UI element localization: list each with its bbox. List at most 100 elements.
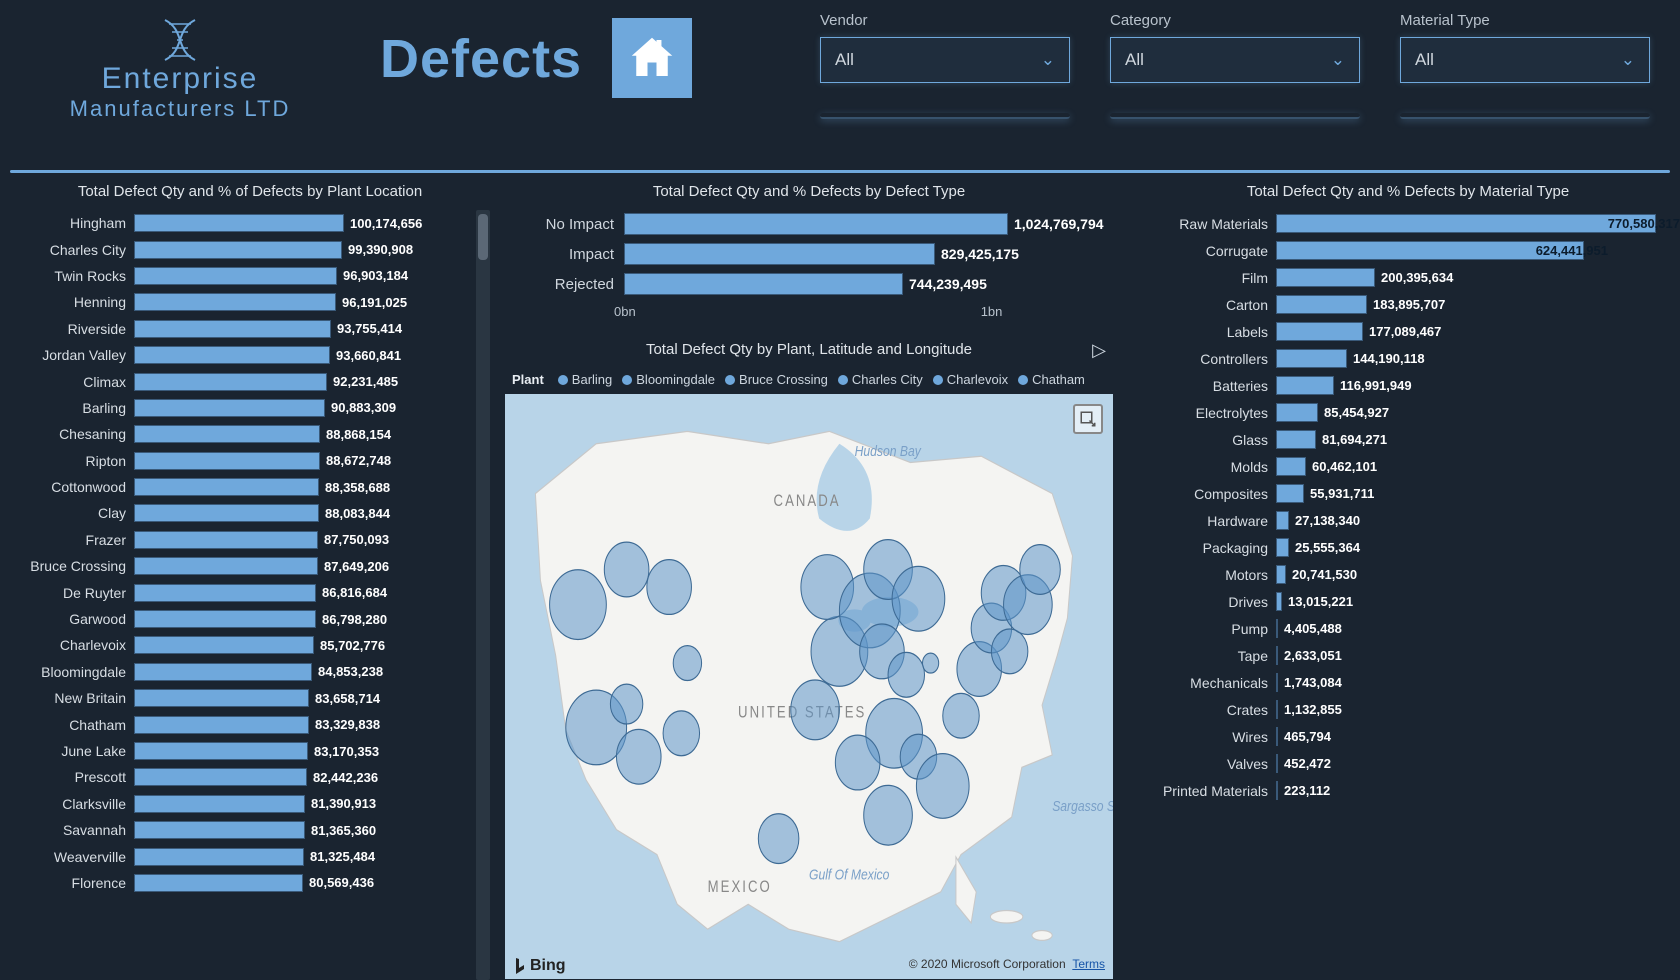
filter-select-category[interactable]: All⌄: [1110, 37, 1360, 83]
map-legend-item[interactable]: Charles City: [838, 372, 923, 387]
map-bubble[interactable]: [673, 646, 701, 681]
material-bar-row[interactable]: Carton183,895,707: [1128, 291, 1680, 318]
map-bubble[interactable]: [604, 542, 649, 597]
plant-bar-fill: [134, 241, 342, 259]
map-bubble[interactable]: [550, 570, 607, 640]
map-bubble[interactable]: [916, 754, 969, 819]
material-bar-row[interactable]: Composites55,931,711: [1128, 480, 1680, 507]
material-bar-row[interactable]: Pump4,405,488: [1128, 615, 1680, 642]
map-legend-item[interactable]: Charlevoix: [933, 372, 1008, 387]
map-legend-item[interactable]: Chatham: [1018, 372, 1085, 387]
map-bubble[interactable]: [1020, 545, 1061, 595]
defecttype-bar-row[interactable]: No Impact1,024,769,794: [524, 210, 1094, 238]
map-legend-item[interactable]: Bruce Crossing: [725, 372, 828, 387]
map-legend-item[interactable]: Bloomingdale: [622, 372, 715, 387]
plant-bar-row[interactable]: Climax92,231,485: [10, 368, 472, 394]
map-bubble[interactable]: [647, 560, 692, 615]
legend-next-icon[interactable]: ▷: [1092, 340, 1106, 361]
map-focus-button[interactable]: [1073, 404, 1103, 434]
material-bar-row[interactable]: Electrolytes85,454,927: [1128, 399, 1680, 426]
map-bubble[interactable]: [943, 693, 979, 738]
plant-bar-row[interactable]: Chesaning88,868,154: [10, 421, 472, 447]
material-bar-row[interactable]: Molds60,462,101: [1128, 453, 1680, 480]
plant-bar-row[interactable]: Riverside93,755,414: [10, 316, 472, 342]
plant-bar-row[interactable]: New Britain83,658,714: [10, 685, 472, 711]
plant-bar-row[interactable]: Bruce Crossing87,649,206: [10, 553, 472, 579]
plant-bar-row[interactable]: Garwood86,798,280: [10, 606, 472, 632]
map-visual[interactable]: CANADA UNITED STATES MEXICO Hudson Bay G…: [504, 393, 1114, 980]
plant-bar-row[interactable]: Chatham83,329,838: [10, 711, 472, 737]
map-bubble[interactable]: [991, 629, 1027, 674]
filter-select-vendor[interactable]: All⌄: [820, 37, 1070, 83]
plant-bar-value: 100,174,656: [350, 214, 422, 232]
defecttype-bar-value: 829,425,175: [941, 243, 1019, 265]
material-bar-row[interactable]: Valves452,472: [1128, 750, 1680, 777]
plant-bar-row[interactable]: Charles City99,390,908: [10, 236, 472, 262]
map-bubble[interactable]: [758, 814, 799, 864]
material-bar-row[interactable]: Packaging25,555,364: [1128, 534, 1680, 561]
material-bar-fill: [1276, 511, 1289, 530]
plant-bar-row[interactable]: June Lake83,170,353: [10, 738, 472, 764]
plant-bar-row[interactable]: Twin Rocks96,903,184: [10, 263, 472, 289]
defecttype-chart-bars[interactable]: No Impact1,024,769,794Impact829,425,175R…: [504, 210, 1114, 300]
material-bar-value: 85,454,927: [1324, 403, 1389, 422]
map-bubble[interactable]: [610, 684, 642, 724]
plant-bar-row[interactable]: Florence80,569,436: [10, 870, 472, 896]
material-chart-bars[interactable]: Raw Materials770,580,317Corrugate624,441…: [1128, 210, 1680, 804]
defecttype-bar-row[interactable]: Rejected744,239,495: [524, 270, 1094, 298]
filter-select-material type[interactable]: All⌄: [1400, 37, 1650, 83]
material-bar-row[interactable]: Controllers144,190,118: [1128, 345, 1680, 372]
plant-bar-row[interactable]: Bloomingdale84,853,238: [10, 659, 472, 685]
plant-bar-row[interactable]: De Ruyter86,816,684: [10, 579, 472, 605]
material-bar-fill: [1276, 322, 1363, 341]
map-bubble[interactable]: [922, 653, 938, 673]
plant-bar-row[interactable]: Weaverville81,325,484: [10, 843, 472, 869]
material-bar-row[interactable]: Mechanicals1,743,084: [1128, 669, 1680, 696]
material-bar-row[interactable]: Printed Materials223,112: [1128, 777, 1680, 804]
plant-bar-row[interactable]: Prescott82,442,236: [10, 764, 472, 790]
material-bar-row[interactable]: Crates1,132,855: [1128, 696, 1680, 723]
map-legend[interactable]: PlantBarlingBloomingdaleBruce CrossingCh…: [504, 368, 1114, 393]
material-bar-row[interactable]: Hardware27,138,340: [1128, 507, 1680, 534]
material-bar-row[interactable]: Drives13,015,221: [1128, 588, 1680, 615]
map-provider-label: Bing: [530, 957, 566, 975]
map-bubble[interactable]: [888, 652, 924, 697]
plant-bar-label: Florence: [10, 875, 134, 891]
material-bar-row[interactable]: Raw Materials770,580,317: [1128, 210, 1680, 237]
plant-bar-row[interactable]: Charlevoix85,702,776: [10, 632, 472, 658]
plant-bar-row[interactable]: Jordan Valley93,660,841: [10, 342, 472, 368]
plant-bar-row[interactable]: Clarksville81,390,913: [10, 791, 472, 817]
map-bubble[interactable]: [616, 729, 661, 784]
map-bubble[interactable]: [791, 680, 840, 740]
material-bar-row[interactable]: Tape2,633,051: [1128, 642, 1680, 669]
map-label-hudson: Hudson Bay: [855, 443, 922, 459]
plant-bar-row[interactable]: Ripton88,672,748: [10, 448, 472, 474]
defecttype-bar-row[interactable]: Impact829,425,175: [524, 240, 1094, 268]
material-bar-row[interactable]: Film200,395,634: [1128, 264, 1680, 291]
map-bubble[interactable]: [835, 735, 880, 790]
map-bubble[interactable]: [864, 785, 913, 845]
map-legend-item[interactable]: Barling: [558, 372, 612, 387]
plant-bar-row[interactable]: Henning96,191,025: [10, 289, 472, 315]
plant-bar-row[interactable]: Cottonwood88,358,688: [10, 474, 472, 500]
map-bubble[interactable]: [663, 711, 699, 756]
plant-scrollbar[interactable]: [476, 210, 490, 980]
plant-bar-row[interactable]: Frazer87,750,093: [10, 527, 472, 553]
plant-bar-row[interactable]: Barling90,883,309: [10, 395, 472, 421]
material-bar-row[interactable]: Batteries116,991,949: [1128, 372, 1680, 399]
home-button[interactable]: [612, 18, 692, 98]
material-bar-label: Molds: [1128, 459, 1276, 475]
material-bar-row[interactable]: Motors20,741,530: [1128, 561, 1680, 588]
material-bar-row[interactable]: Corrugate624,441,951: [1128, 237, 1680, 264]
plant-chart-bars[interactable]: Hingham100,174,656Charles City99,390,908…: [10, 210, 490, 896]
material-bar-row[interactable]: Wires465,794: [1128, 723, 1680, 750]
bing-icon: [513, 957, 527, 975]
plant-bar-row[interactable]: Savannah81,365,360: [10, 817, 472, 843]
plant-scroll-thumb[interactable]: [478, 214, 488, 260]
plant-bar-row[interactable]: Clay88,083,844: [10, 500, 472, 526]
plant-bar-row[interactable]: Hingham100,174,656: [10, 210, 472, 236]
material-bar-row[interactable]: Labels177,089,467: [1128, 318, 1680, 345]
map-bubble[interactable]: [892, 566, 945, 631]
material-bar-row[interactable]: Glass81,694,271: [1128, 426, 1680, 453]
map-terms-link[interactable]: Terms: [1072, 957, 1105, 971]
